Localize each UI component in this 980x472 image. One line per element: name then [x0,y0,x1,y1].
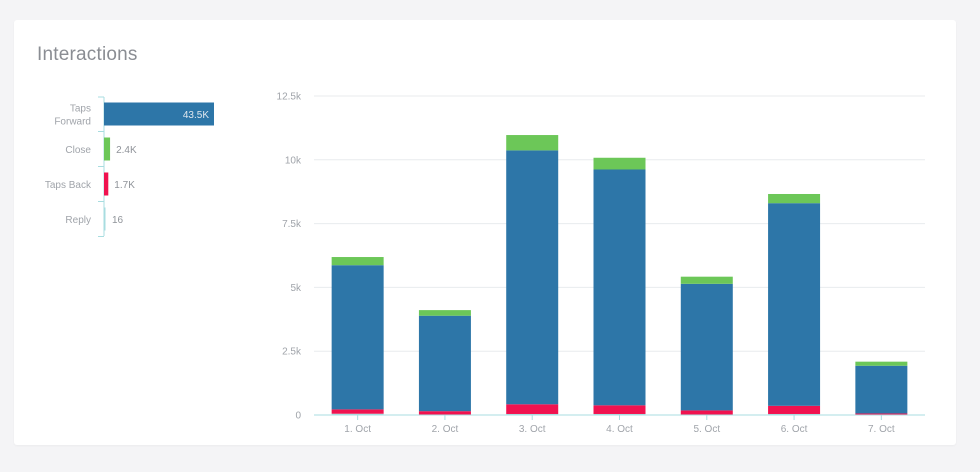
card-title: Interactions [37,44,138,65]
bar-segment-4-oct-series-0[interactable] [593,413,646,415]
bar-segment-4-oct-series-2[interactable] [593,169,646,406]
x-tick-label: 5. Oct [693,424,720,435]
bar-segment-6-oct-series-1[interactable] [768,405,821,414]
bar-segment-3-oct-series-3[interactable] [506,135,559,151]
bar-segment-5-oct-series-2[interactable] [680,283,733,411]
hbar-category-label-reply: Reply [65,215,91,226]
bar-segment-2-oct-series-1[interactable] [418,411,471,415]
bar-segment-3-oct-series-1[interactable] [506,404,559,414]
y-tick-label: 7.5k [282,219,302,230]
bar-segment-3-oct-series-2[interactable] [506,150,559,405]
hbar-value-label-taps-forward: 43.5K [183,110,209,121]
bar-segment-2-oct-series-3[interactable] [418,310,471,316]
x-tick-label: 3. Oct [519,424,546,435]
y-tick-label: 12.5k [277,92,302,103]
bar-segment-5-oct-series-1[interactable] [680,410,733,415]
hbar-value-label-close: 2.4K [116,145,137,156]
hbar-taps-forward[interactable] [104,102,214,126]
hbar-category-label-line: Forward [54,117,91,128]
bar-segment-7-oct-series-2[interactable] [855,365,908,414]
hbar-category-label-line: Taps [70,104,91,115]
x-tick-label: 4. Oct [606,424,633,435]
hbar-category-label-taps-back: Taps Back [45,180,92,191]
hbar-category-label-line: Taps Back [45,180,92,191]
bar-segment-1-oct-series-0[interactable] [331,413,384,415]
bar-segment-7-oct-series-3[interactable] [855,361,908,366]
bar-segment-4-oct-series-3[interactable] [593,157,646,170]
x-tick-label: 6. Oct [781,424,808,435]
bar-segment-6-oct-series-0[interactable] [768,413,821,415]
stacked-bar-chart: 0 2.5k 5k 7.5k 10k 12.5k 1. Oct 2. Oct 3. Oct 4. … [277,92,925,435]
y-tick-label: 10k [285,155,302,166]
hbar-category-label-line: Reply [65,215,91,226]
hbar-category-label-close: Close [65,145,91,156]
bar-segment-2-oct-series-2[interactable] [418,315,471,412]
y-tick-label: 5k [290,283,302,294]
hbar-category-label-line: Close [65,145,91,156]
hbar-value-label-taps-back: 1.7K [114,180,135,191]
x-tick-label: 1. Oct [344,424,371,435]
hbar-category-label-taps-forward: Taps Forward [54,104,91,128]
hbar-close[interactable] [104,137,111,161]
bar-segment-7-oct-series-1[interactable] [855,413,908,415]
bar-segment-1-oct-series-2[interactable] [331,265,384,410]
bar-segment-1-oct-series-1[interactable] [331,409,384,414]
bar-segment-6-oct-series-3[interactable] [768,193,821,204]
bar-segment-5-oct-series-3[interactable] [680,276,733,284]
horizontal-bar-chart: Taps Forward 43.5K Close 2.4K Taps Back 1.7K Re… [45,96,214,237]
y-tick-label: 0 [295,411,301,422]
bar-segment-3-oct-series-0[interactable] [506,413,559,415]
x-tick-label: 2. Oct [432,424,459,435]
x-tick-label: 7. Oct [868,424,895,435]
y-tick-label: 2.5k [282,347,302,358]
hbar-reply[interactable] [104,207,106,231]
bar-segment-4-oct-series-1[interactable] [593,405,646,414]
hbar-value-label-reply: 16 [112,215,124,226]
bar-segment-6-oct-series-2[interactable] [768,203,821,406]
hbar-taps-back[interactable] [104,172,109,196]
bar-segment-1-oct-series-3[interactable] [331,257,384,266]
